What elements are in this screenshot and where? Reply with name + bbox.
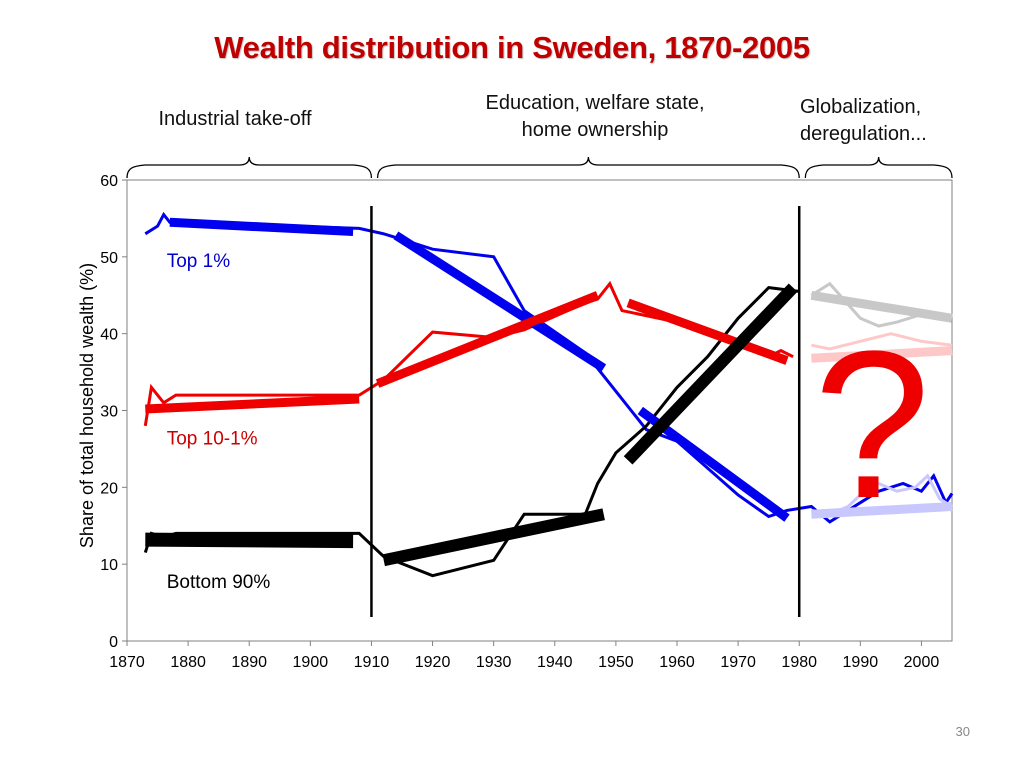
x-tick-label: 1920 (415, 654, 451, 671)
era-label-welfare-state: Education, welfare state, home ownership (440, 90, 750, 144)
era-label-industrial-takeoff: Industrial take-off (125, 106, 345, 133)
x-tick-label: 1940 (537, 654, 573, 671)
question-mark-annotation: ? (814, 307, 931, 542)
era-label-line: Globalization, (800, 96, 922, 118)
x-tick-label: 1970 (720, 654, 756, 671)
slide-number: 30 (955, 724, 970, 739)
y-tick-label: 60 (100, 173, 118, 190)
chart-title: Wealth distribution in Sweden, 1870-2005 (214, 30, 810, 65)
era-brace (376, 156, 800, 179)
era-label-line: Education, welfare state, (485, 92, 705, 114)
x-tick-label: 2000 (904, 654, 940, 671)
trend-segment (393, 231, 607, 372)
series-label: Bottom 90% (167, 572, 271, 593)
trend-segment (623, 283, 798, 465)
x-tick-label: 1890 (231, 654, 267, 671)
y-tick-label: 40 (100, 327, 118, 344)
trend-segment (375, 291, 600, 388)
trend-segment (145, 394, 360, 414)
x-tick-label: 1910 (354, 654, 390, 671)
era-brace (126, 156, 373, 179)
era-label-line: Industrial take-off (158, 108, 312, 130)
y-tick-label: 30 (100, 404, 118, 421)
trend-segment (626, 298, 789, 365)
era-label-line: deregulation... (800, 123, 927, 145)
x-tick-label: 1980 (781, 654, 817, 671)
x-tick-label: 1960 (659, 654, 695, 671)
y-tick-label: 0 (109, 634, 118, 651)
series-label: Top 1% (167, 251, 230, 272)
y-tick-label: 20 (100, 480, 118, 497)
trend-segment (811, 502, 953, 519)
trend-segment (169, 217, 354, 236)
trend-segment (382, 508, 605, 567)
trend-segment (145, 532, 354, 549)
y-tick-label: 10 (100, 557, 118, 574)
x-tick-label: 1930 (476, 654, 512, 671)
x-tick-label: 1950 (598, 654, 634, 671)
x-tick-label: 1900 (293, 654, 329, 671)
era-label-globalization: Globalization, deregulation... (800, 94, 970, 148)
y-tick-label: 50 (100, 250, 118, 267)
series-line (811, 332, 953, 351)
era-label-line: home ownership (521, 119, 669, 141)
trend-segment (811, 346, 953, 363)
series-label: Top 10-1% (167, 428, 258, 449)
x-tick-label: 1870 (109, 654, 145, 671)
x-tick-label: 1880 (170, 654, 206, 671)
x-tick-label: 1990 (843, 654, 879, 671)
trend-segment (810, 290, 953, 323)
era-brace (804, 156, 953, 179)
y-axis-label: Share of total household wealth (%) (77, 263, 97, 548)
